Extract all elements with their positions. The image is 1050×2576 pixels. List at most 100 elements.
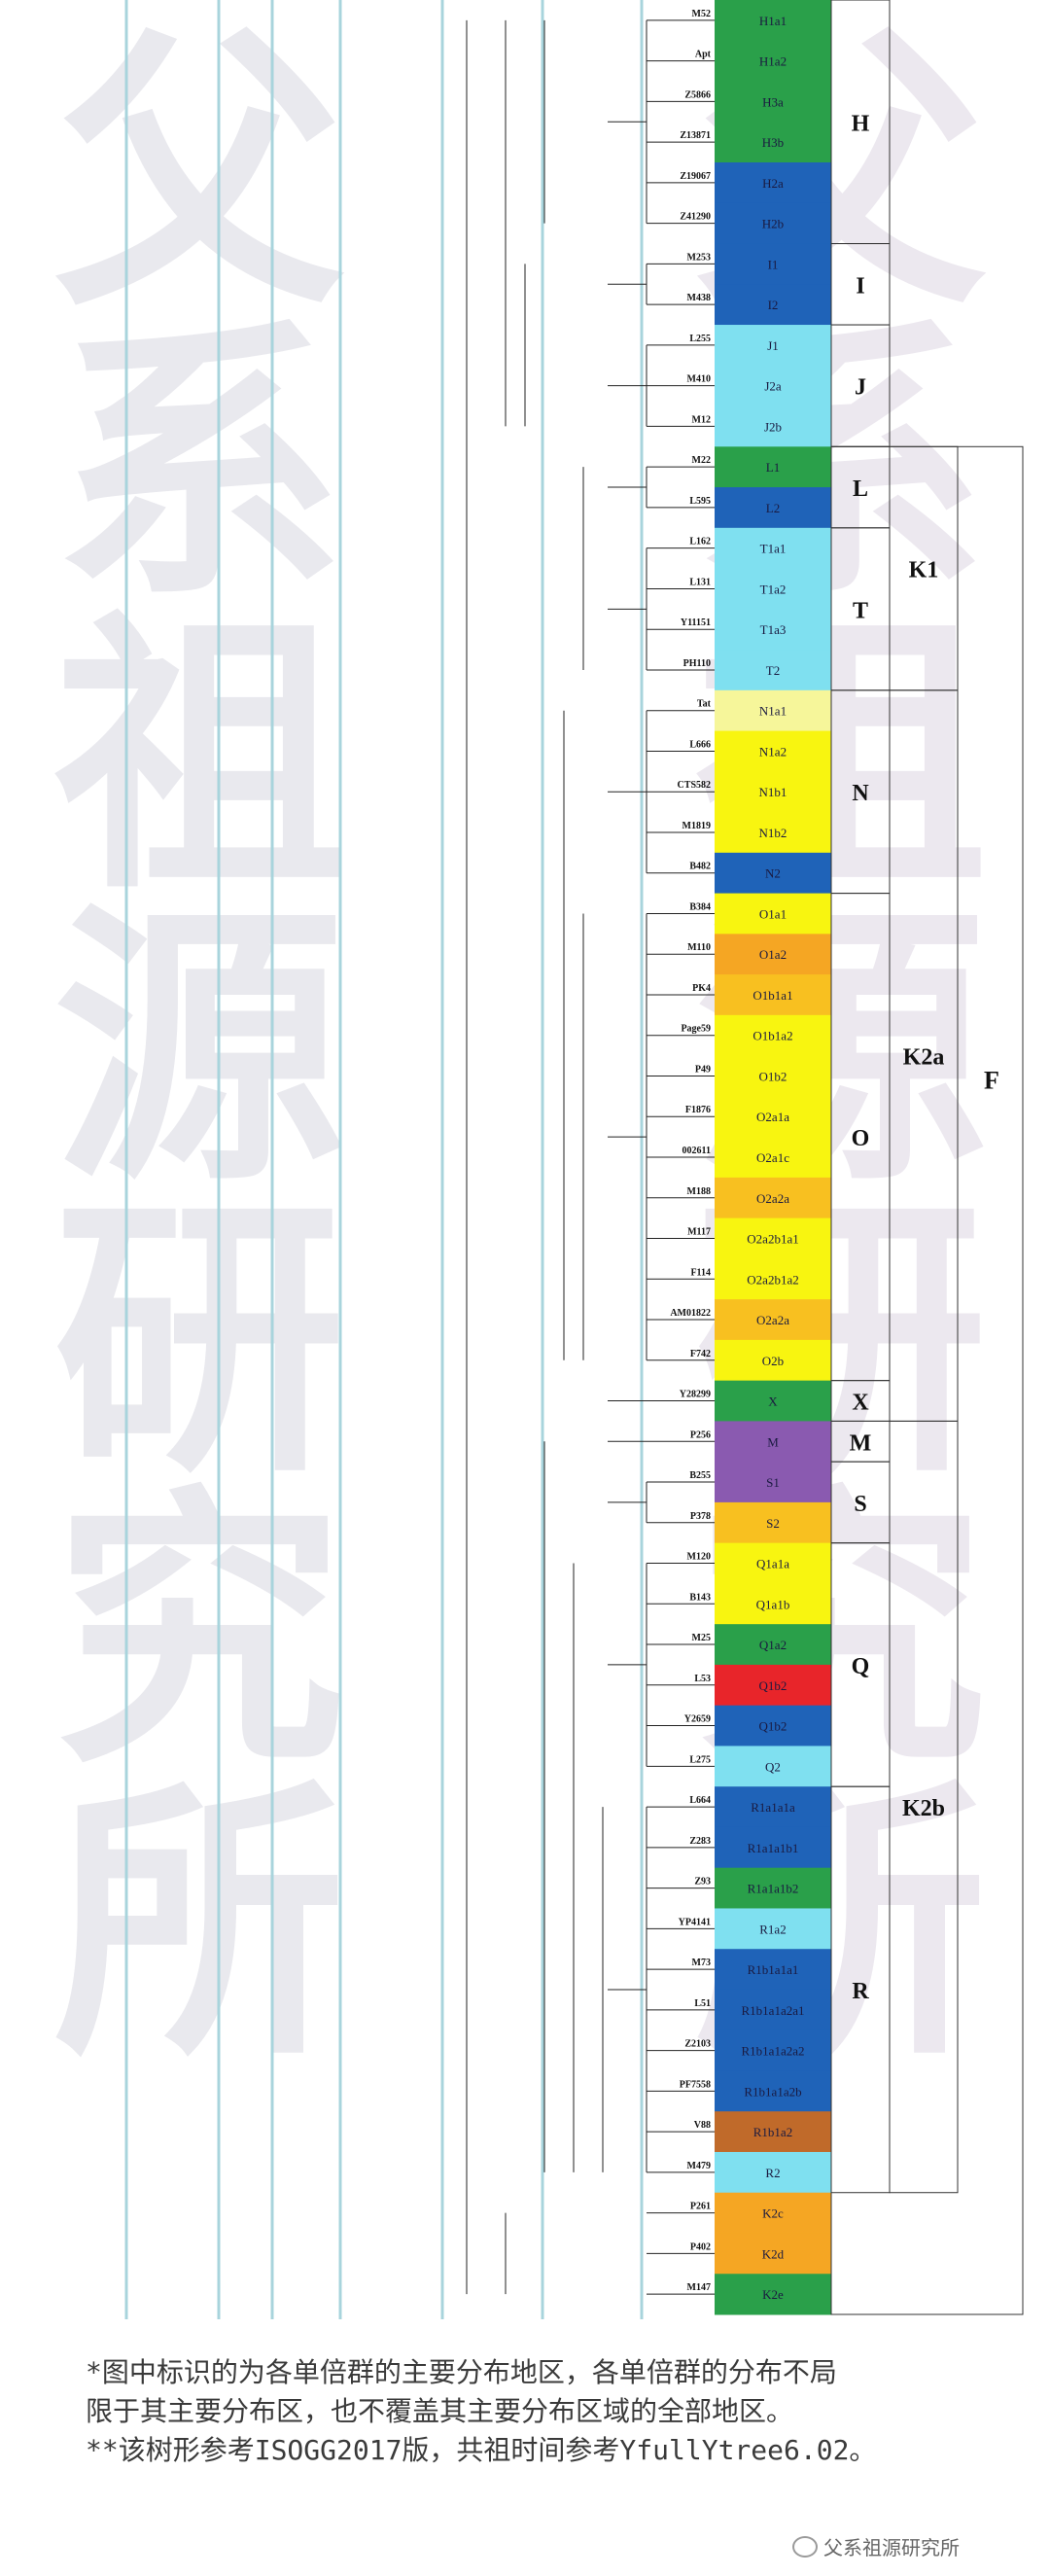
haplogroup-cell (715, 122, 831, 163)
outer-label: F (984, 1067, 999, 1095)
haplogroup-label: K2e (762, 2287, 784, 2302)
haplogroup-cell (715, 1462, 831, 1503)
haplogroup-cell (715, 1746, 831, 1787)
marker-label: B384 (689, 901, 711, 912)
marker-label: L275 (689, 1754, 711, 1765)
haplogroup-label: O2a2b1a2 (747, 1272, 798, 1287)
marker-label: L664 (689, 1795, 711, 1806)
marker-label: PK4 (692, 983, 711, 994)
marker-label: L51 (694, 1998, 711, 2009)
haplogroup-cell (715, 1421, 831, 1463)
group-label: L (853, 476, 868, 502)
marker-label: Tat (697, 699, 712, 710)
haplogroup-label: O2a1c (756, 1150, 789, 1165)
chat-bubble-icon (792, 2535, 818, 2558)
marker-label: M12 (692, 414, 711, 425)
haplogroup-label: R1a1a1a (751, 1800, 795, 1815)
haplogroup-cell (715, 284, 831, 326)
haplogroup-cell (715, 406, 831, 447)
haplogroup-cell (715, 852, 831, 895)
haplogroup-label: X (768, 1394, 778, 1409)
haplogroup-label: O2a1a (756, 1110, 789, 1124)
haplogroup-cell (715, 1380, 831, 1422)
haplogroup-label: N1b2 (759, 826, 788, 840)
haplogroup-cell (715, 1989, 831, 2031)
haplogroup-cell (715, 689, 831, 732)
haplogroup-cell (715, 202, 831, 245)
marker-label: B143 (689, 1592, 711, 1603)
marker-label: L595 (689, 496, 711, 507)
haplogroup-cell (715, 40, 831, 83)
haplogroup-label: K2c (762, 2206, 784, 2221)
marker-label: L131 (689, 577, 711, 587)
haplogroup-cell (715, 0, 831, 42)
haplogroup-cell (715, 2151, 831, 2194)
marker-label: L666 (689, 739, 711, 750)
marker-label: M110 (687, 942, 711, 953)
haplogroup-cell (715, 1339, 831, 1382)
group-label: R (852, 1979, 869, 2004)
haplogroup-label: R1b1a1a2a1 (742, 2003, 805, 2018)
haplogroup-label: O1a2 (759, 947, 787, 962)
marker-label: M188 (687, 1186, 711, 1197)
haplogroup-label: R1b1a1a1 (748, 1962, 799, 1977)
marker-label: AM01822 (670, 1308, 711, 1319)
group-label: X (852, 1391, 869, 1416)
supergroup-label: K2b (902, 1796, 945, 1821)
group-label: N (852, 781, 869, 806)
haplogroup-label: J1 (767, 338, 779, 353)
haplogroup-label: R1a1a1b2 (748, 1882, 799, 1896)
marker-label: Z5866 (684, 89, 711, 100)
marker-label: M25 (692, 1633, 711, 1643)
marker-label: Z41290 (680, 212, 711, 223)
marker-label: Z283 (689, 1836, 711, 1847)
haplogroup-cell (715, 2070, 831, 2112)
haplogroup-cell (715, 1542, 831, 1584)
haplogroup-label: O1b2 (759, 1069, 788, 1083)
haplogroup-label: O1b1a2 (752, 1029, 792, 1043)
haplogroup-label: R1b1a2 (753, 2125, 792, 2139)
haplogroup-label: S1 (766, 1475, 780, 1490)
group-label: H (852, 111, 870, 136)
marker-label: P402 (690, 2241, 711, 2252)
haplogroup-label: T1a1 (760, 542, 787, 556)
haplogroup-label: Q1b2 (759, 1678, 788, 1693)
marker-label: PH110 (683, 658, 711, 669)
group-label: Q (852, 1654, 870, 1679)
marker-label: M52 (692, 9, 711, 19)
haplogroup-cell (715, 1949, 831, 1991)
marker-label: L255 (689, 334, 711, 344)
marker-label: M410 (687, 374, 711, 385)
marker-label: Apt (695, 50, 712, 60)
haplogroup-cell (715, 1908, 831, 1950)
haplogroup-cell (715, 527, 831, 570)
haplogroup-cell (715, 730, 831, 772)
marker-label: P49 (695, 1064, 711, 1075)
marker-label: Y11151 (681, 618, 711, 628)
haplogroup-label: N2 (765, 866, 781, 881)
outer-bracket (830, 445, 1024, 2315)
haplogroup-label: L1 (766, 460, 780, 475)
marker-label: Y2659 (684, 1714, 711, 1725)
haplogroup-cell (715, 1299, 831, 1341)
haplogroup-label: H1a2 (759, 54, 787, 69)
haplogroup-label: N1a2 (759, 744, 787, 759)
haplogroup-label: Q1b2 (759, 1719, 788, 1734)
marker-label: M253 (687, 252, 711, 263)
footnote-line-3: **该树形参考ISOGG2017版，共祖时间参考YfullYtree6.02。 (86, 2434, 877, 2466)
haplogroup-label: J2b (764, 419, 782, 434)
haplogroup-label: R1b1a1a2b (744, 2084, 801, 2099)
marker-label: Z2103 (684, 2039, 711, 2050)
haplogroup-cell (715, 609, 831, 651)
marker-label: PF7558 (680, 2079, 711, 2090)
haplogroup-label: Q2 (765, 1759, 781, 1774)
marker-label: P378 (690, 1511, 711, 1522)
haplogroup-label: O1a1 (759, 906, 787, 921)
haplogroup-cell (715, 974, 831, 1016)
haplogroup-cell (715, 365, 831, 407)
haplogroup-cell (715, 1664, 831, 1707)
footnote-line-1: *图中标识的为各单倍群的主要分布地区，各单倍群的分布不局 (86, 2356, 837, 2388)
marker-label: Page59 (681, 1024, 711, 1035)
haplogroup-label: O2b (762, 1354, 784, 1368)
haplogroup-cell (715, 1786, 831, 1828)
